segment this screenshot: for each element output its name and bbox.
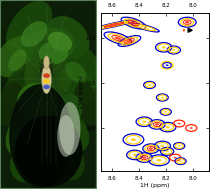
Ellipse shape [190, 127, 193, 129]
Ellipse shape [24, 52, 73, 99]
Ellipse shape [160, 145, 164, 147]
Ellipse shape [4, 64, 35, 106]
Ellipse shape [130, 22, 137, 25]
Ellipse shape [178, 123, 181, 124]
Ellipse shape [6, 109, 43, 156]
Ellipse shape [127, 40, 132, 42]
Ellipse shape [74, 82, 101, 126]
Ellipse shape [166, 64, 168, 66]
Ellipse shape [149, 147, 153, 150]
Ellipse shape [148, 84, 151, 86]
Ellipse shape [43, 85, 50, 89]
Ellipse shape [56, 112, 89, 153]
Ellipse shape [19, 125, 78, 159]
Ellipse shape [46, 16, 89, 60]
Ellipse shape [51, 141, 85, 180]
Ellipse shape [10, 139, 48, 182]
Ellipse shape [9, 84, 72, 188]
Ellipse shape [156, 159, 162, 162]
Ellipse shape [65, 62, 86, 82]
Ellipse shape [39, 42, 68, 64]
Bar [0, 117, 97, 189]
Ellipse shape [42, 65, 51, 94]
Ellipse shape [131, 138, 136, 141]
Ellipse shape [22, 28, 75, 67]
Ellipse shape [183, 29, 185, 32]
Ellipse shape [64, 43, 101, 90]
Ellipse shape [8, 50, 27, 71]
Y-axis label: 15N (ppm): 15N (ppm) [79, 75, 84, 109]
Ellipse shape [17, 83, 60, 125]
Ellipse shape [14, 115, 82, 187]
Ellipse shape [108, 24, 119, 26]
Ellipse shape [60, 66, 95, 104]
Ellipse shape [0, 82, 23, 126]
Ellipse shape [59, 102, 81, 155]
Ellipse shape [185, 21, 189, 23]
Ellipse shape [133, 154, 137, 156]
Ellipse shape [172, 49, 176, 51]
Ellipse shape [161, 97, 164, 98]
Ellipse shape [21, 21, 47, 47]
Ellipse shape [166, 150, 169, 152]
Ellipse shape [0, 36, 33, 77]
Ellipse shape [164, 111, 167, 113]
X-axis label: 1H (ppm): 1H (ppm) [140, 183, 170, 188]
Ellipse shape [142, 156, 146, 159]
Ellipse shape [27, 98, 54, 121]
Ellipse shape [166, 126, 170, 128]
Ellipse shape [142, 121, 146, 123]
Ellipse shape [48, 32, 72, 51]
Ellipse shape [43, 79, 50, 84]
Ellipse shape [22, 153, 75, 188]
Ellipse shape [6, 1, 52, 56]
Ellipse shape [43, 73, 50, 78]
Ellipse shape [44, 94, 82, 133]
Ellipse shape [115, 37, 121, 40]
Ellipse shape [174, 157, 177, 158]
Ellipse shape [44, 56, 49, 69]
Ellipse shape [178, 145, 181, 147]
Ellipse shape [57, 115, 75, 157]
Ellipse shape [155, 123, 159, 126]
Ellipse shape [179, 160, 182, 162]
Ellipse shape [142, 26, 149, 29]
Ellipse shape [162, 46, 166, 49]
Ellipse shape [11, 125, 32, 147]
